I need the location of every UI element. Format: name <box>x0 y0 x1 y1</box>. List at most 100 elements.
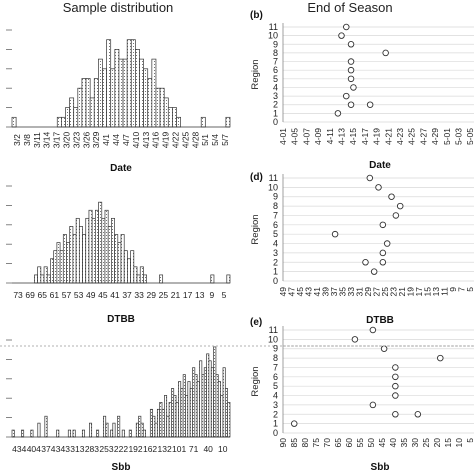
x-tick-label: 5-01 <box>442 128 452 145</box>
x-tick-label: 25 <box>380 287 390 297</box>
histogram-bar <box>21 429 25 438</box>
y-tick-label: 4 <box>273 82 278 92</box>
x-tick-label: 17 <box>414 287 424 297</box>
x-tick-label: 4-19 <box>372 128 382 145</box>
data-point <box>338 32 345 39</box>
x-tick-label: 4-17 <box>360 128 370 145</box>
x-tick-label: 49 <box>86 290 96 300</box>
x-tick-label: 73 <box>13 290 23 300</box>
histogram-bar <box>59 250 64 284</box>
histogram-bar <box>127 258 131 284</box>
x-tick-label: 47 <box>287 287 297 297</box>
histogram-bar <box>220 395 224 438</box>
histogram-bar <box>34 274 38 284</box>
histogram-bar <box>143 68 149 128</box>
y-tick-label: 10 <box>268 31 278 41</box>
x-tick-label: 4/28 <box>190 131 200 148</box>
x-tick-label: 374 <box>41 444 55 454</box>
data-point <box>396 202 404 210</box>
histogram-bar <box>159 402 163 438</box>
y-axis-title: Region <box>250 366 261 396</box>
x-tick-label: 5 <box>465 438 474 443</box>
y-tick-label: 9 <box>273 344 278 354</box>
histogram-bar <box>136 274 141 284</box>
histogram-bar <box>171 388 175 438</box>
data-point <box>388 193 395 200</box>
histogram-bar <box>201 374 205 438</box>
data-point <box>379 221 387 229</box>
y-tick-label: 8 <box>273 48 278 58</box>
data-point <box>347 41 355 48</box>
x-tick-label: 313 <box>70 444 84 454</box>
x-tick-label: 19 <box>406 287 416 297</box>
x-tick-label: 434 <box>12 444 26 454</box>
x-tick-label: 4/16 <box>151 131 161 148</box>
x-tick-label: 25 <box>159 290 169 300</box>
data-point <box>290 420 298 427</box>
histogram-bar <box>163 97 169 128</box>
histogram-bar <box>11 429 15 438</box>
data-point <box>366 101 374 108</box>
x-tick-label: 7 <box>457 287 467 292</box>
histogram-bar <box>69 97 75 128</box>
histogram-bar <box>224 388 228 438</box>
y-tick-label: 1 <box>273 267 278 277</box>
y-tick-label: 8 <box>273 201 278 211</box>
histogram-bar <box>149 408 153 438</box>
histogram-bar <box>98 201 103 284</box>
y-tick-label: 8 <box>273 353 278 363</box>
x-tick-label: 33 <box>134 290 144 300</box>
histogram-bar <box>139 58 144 128</box>
histogram-bar <box>37 422 41 438</box>
x-tick-label: 4/25 <box>180 131 190 148</box>
histogram-bar <box>65 107 70 128</box>
histogram-bar <box>156 408 161 438</box>
histogram-bar <box>77 87 83 128</box>
histogram-bar <box>166 415 170 438</box>
data-point <box>383 240 391 247</box>
x-axis-title: DTBB <box>366 315 394 326</box>
x-tick-label: 40 <box>388 438 398 448</box>
x-tick-label: 61 <box>50 290 60 300</box>
data-point <box>392 411 399 418</box>
histogram-bar <box>143 274 148 284</box>
data-point <box>347 75 355 83</box>
x-tick-label: 132 <box>158 444 172 454</box>
histogram-bar <box>46 274 51 284</box>
y-tick-label: 5 <box>273 229 278 239</box>
histogram-bar <box>81 78 87 128</box>
y-tick-label: 10 <box>268 182 278 192</box>
data-point <box>362 259 369 266</box>
x-tick-label: 4/22 <box>171 131 181 148</box>
histogram-bar <box>142 429 146 438</box>
histogram-bar <box>111 217 115 284</box>
histogram-bar <box>110 429 114 438</box>
y-tick-label: 2 <box>273 409 278 419</box>
histogram-bar <box>176 116 181 128</box>
x-tick-label: 85 <box>289 438 299 448</box>
data-point <box>379 259 387 266</box>
y-tick-label: 11 <box>269 325 278 335</box>
x-tick-label: 70 <box>322 438 332 448</box>
x-tick-label: 53 <box>74 290 84 300</box>
histogram-bar <box>167 107 173 128</box>
x-tick-label: 4-27 <box>418 128 428 145</box>
x-tick-label: 57 <box>62 290 72 300</box>
histogram-bar <box>227 402 231 438</box>
histogram-bar <box>117 242 122 284</box>
y-tick-label: 3 <box>273 248 278 258</box>
x-tick-label: 3/14 <box>42 131 52 148</box>
x-tick-label: 55 <box>355 438 365 448</box>
histogram-bar <box>56 242 61 284</box>
histogram-bar <box>67 429 71 438</box>
histogram-bar <box>44 415 48 438</box>
x-tick-label: 45 <box>98 290 108 300</box>
data-point <box>351 336 359 343</box>
y-tick-label: 9 <box>273 39 278 49</box>
x-tick-label: 21 <box>171 290 181 300</box>
y-tick-label: 2 <box>273 257 278 267</box>
histogram-bar <box>126 39 132 128</box>
x-axis-title: Sbb <box>371 462 390 473</box>
histogram-bar <box>30 429 34 438</box>
